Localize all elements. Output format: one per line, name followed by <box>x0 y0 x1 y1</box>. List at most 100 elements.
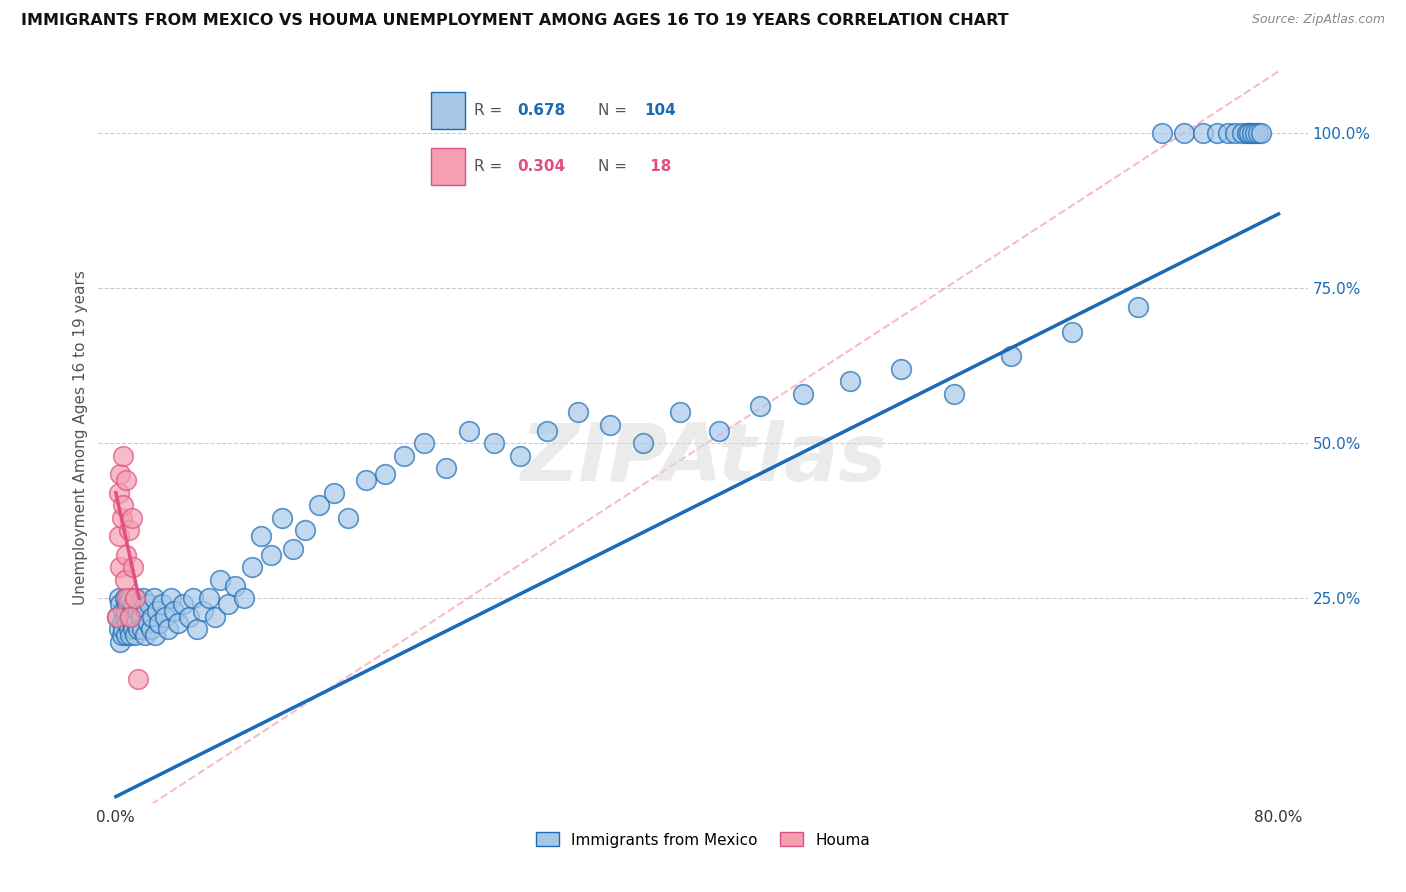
Point <box>115 548 138 562</box>
Point <box>354 474 377 488</box>
Point <box>115 474 138 488</box>
Point <box>110 560 132 574</box>
Point <box>1223 126 1246 140</box>
Point <box>107 529 129 543</box>
Point <box>134 628 156 642</box>
Point <box>567 405 589 419</box>
Point <box>890 362 912 376</box>
Point <box>838 374 860 388</box>
Text: ZIPAtlas: ZIPAtlas <box>520 420 886 498</box>
Point <box>112 604 135 618</box>
Point <box>131 622 153 636</box>
Point <box>633 436 655 450</box>
Point <box>943 386 966 401</box>
Legend: Immigrants from Mexico, Houma: Immigrants from Mexico, Houma <box>530 826 876 854</box>
Point <box>224 579 246 593</box>
Point <box>374 467 396 482</box>
Point <box>122 622 145 636</box>
Point <box>139 622 162 636</box>
Y-axis label: Unemployment Among Ages 16 to 19 years: Unemployment Among Ages 16 to 19 years <box>73 269 89 605</box>
Point <box>509 449 531 463</box>
Point <box>392 449 415 463</box>
Point <box>1062 325 1084 339</box>
Point <box>141 610 163 624</box>
Point <box>111 510 134 524</box>
Point <box>127 604 149 618</box>
Point <box>121 615 143 630</box>
Point <box>122 560 145 574</box>
Point <box>191 604 214 618</box>
Point <box>121 510 143 524</box>
Point <box>114 573 136 587</box>
Point <box>792 386 814 401</box>
Point <box>204 610 226 624</box>
Point <box>283 541 305 556</box>
Text: 0.678: 0.678 <box>517 103 567 118</box>
Point <box>112 449 135 463</box>
Point <box>232 591 254 606</box>
Point <box>160 591 183 606</box>
Point <box>1250 126 1272 140</box>
Point <box>322 486 344 500</box>
Point <box>145 604 167 618</box>
Point <box>112 498 135 512</box>
Point <box>110 634 132 648</box>
Text: R =: R = <box>474 103 508 118</box>
Point <box>120 610 142 624</box>
Point <box>118 610 141 624</box>
Point <box>337 510 360 524</box>
Point <box>217 598 239 612</box>
Point <box>294 523 316 537</box>
Point <box>143 628 166 642</box>
Point <box>163 604 186 618</box>
Point <box>186 622 208 636</box>
Point <box>114 591 136 606</box>
Text: N =: N = <box>598 103 631 118</box>
Point <box>107 622 129 636</box>
Point <box>148 615 170 630</box>
Bar <box>432 92 465 129</box>
Point <box>308 498 330 512</box>
Point <box>1241 126 1264 140</box>
Point <box>124 591 146 606</box>
Point <box>124 610 146 624</box>
Point <box>138 598 160 612</box>
Point <box>707 424 730 438</box>
Point <box>1244 126 1267 140</box>
Point <box>748 399 770 413</box>
Point <box>111 628 134 642</box>
Point <box>117 598 139 612</box>
Point <box>1239 126 1261 140</box>
Point <box>112 622 135 636</box>
Point <box>1206 126 1229 140</box>
Point <box>172 598 194 612</box>
Point <box>1192 126 1215 140</box>
Point <box>1230 126 1253 140</box>
Point <box>1236 126 1258 140</box>
Point <box>111 615 134 630</box>
Point <box>157 622 180 636</box>
Point <box>127 622 149 636</box>
Point <box>1173 126 1195 140</box>
Point <box>155 610 177 624</box>
Point <box>125 615 148 630</box>
Point <box>118 523 141 537</box>
Point <box>142 591 165 606</box>
Point <box>536 424 558 438</box>
Point <box>599 417 621 432</box>
Point <box>434 461 457 475</box>
Point <box>105 610 128 624</box>
Point <box>117 615 139 630</box>
Point <box>181 591 204 606</box>
Point <box>128 598 150 612</box>
Point <box>115 628 138 642</box>
Point <box>413 436 436 450</box>
Point <box>105 610 128 624</box>
Text: IMMIGRANTS FROM MEXICO VS HOUMA UNEMPLOYMENT AMONG AGES 16 TO 19 YEARS CORRELATI: IMMIGRANTS FROM MEXICO VS HOUMA UNEMPLOY… <box>21 13 1008 29</box>
Point <box>198 591 221 606</box>
Text: R =: R = <box>474 159 508 174</box>
Point <box>177 610 200 624</box>
Point <box>1000 350 1022 364</box>
Point <box>110 598 132 612</box>
Point <box>125 591 148 606</box>
